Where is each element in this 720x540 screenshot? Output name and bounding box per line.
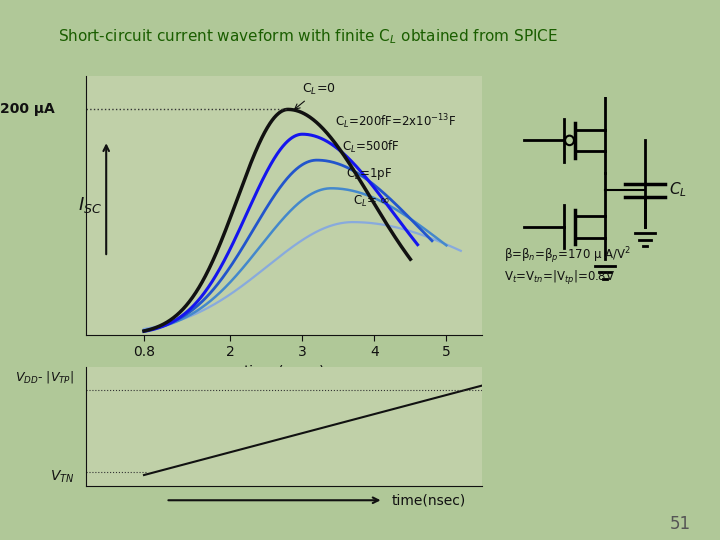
Text: V$_t$=V$_{tn}$=|V$_{tp}$|=0.8V: V$_t$=V$_{tn}$=|V$_{tp}$|=0.8V: [504, 269, 616, 287]
Text: C$_L$=1pF: C$_L$=1pF: [346, 166, 392, 182]
Text: $I_{SC}$: $I_{SC}$: [78, 195, 102, 215]
Text: $V_{TN}$: $V_{TN}$: [50, 468, 75, 485]
Text: β=β$_n$=β$_p$=170 μ A/V$^2$: β=β$_n$=β$_p$=170 μ A/V$^2$: [504, 245, 631, 266]
Text: time(nsec): time(nsec): [392, 493, 466, 507]
Text: $V_{DD}$- |$V_{TP}$|: $V_{DD}$- |$V_{TP}$|: [15, 369, 75, 384]
Text: 51: 51: [670, 515, 691, 533]
Text: C$_L$=200fF=2x10$^{-13}$F: C$_L$=200fF=2x10$^{-13}$F: [335, 112, 456, 131]
Text: C$_L$=0: C$_L$=0: [294, 82, 336, 109]
Text: $C_L$: $C_L$: [670, 181, 688, 199]
Text: Short-circuit current waveform with finite C$_L$ obtained from SPICE: Short-circuit current waveform with fini…: [58, 27, 558, 46]
Text: 200 μA: 200 μA: [0, 103, 55, 117]
X-axis label: time(nsec): time(nsec): [243, 365, 325, 380]
Text: C$_L$= $\infty$: C$_L$= $\infty$: [353, 194, 390, 210]
Text: C$_L$=500fF: C$_L$=500fF: [342, 139, 400, 155]
